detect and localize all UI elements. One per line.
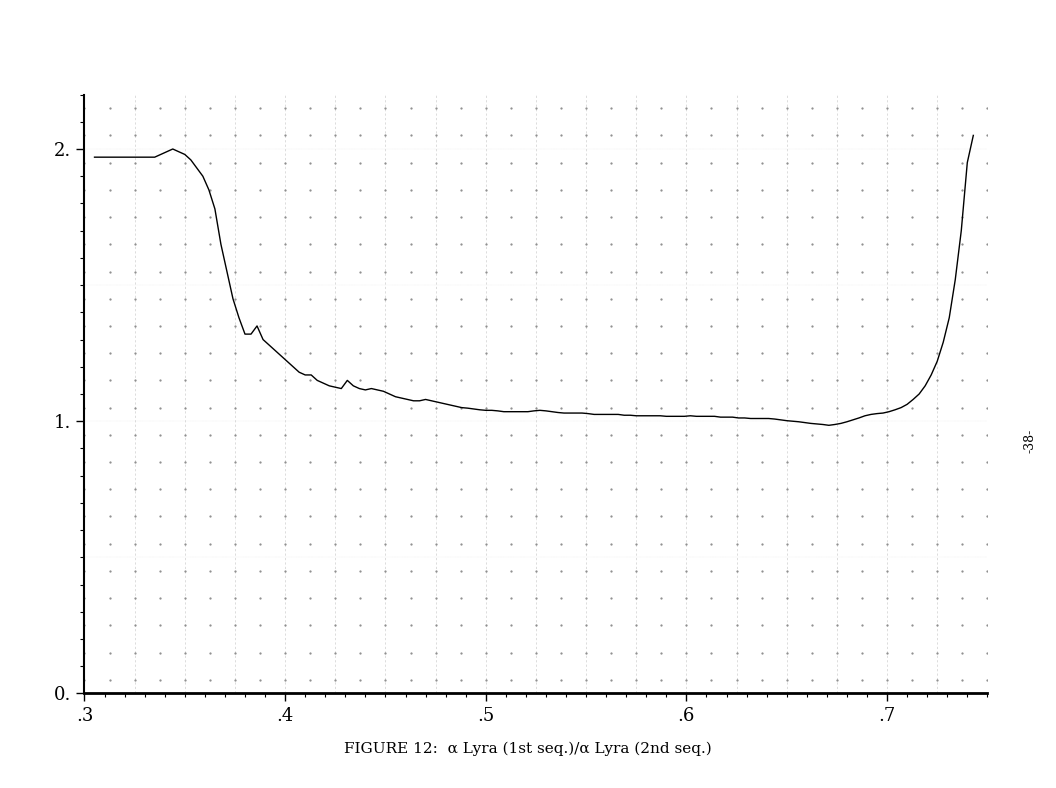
Text: FIGURE 12:  α Lyra (1st seq.)/α Lyra (2nd seq.): FIGURE 12: α Lyra (1st seq.)/α Lyra (2nd…	[344, 742, 712, 756]
Text: -38-: -38-	[1023, 429, 1036, 453]
